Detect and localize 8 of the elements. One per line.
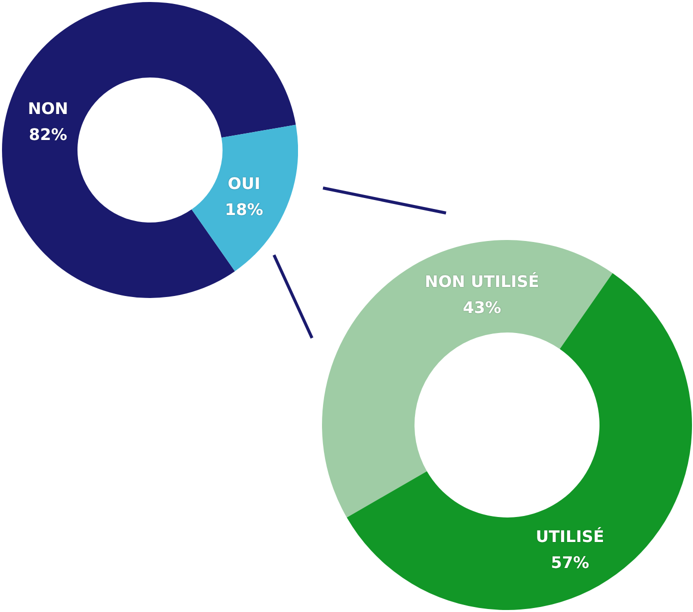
data-label: 82%	[28, 125, 68, 144]
data-label: 43%	[462, 298, 502, 318]
slice-label: UTILISÉ	[536, 527, 604, 546]
data-label: 18%	[224, 200, 264, 220]
data-label: 57%	[550, 553, 590, 572]
slice-label: NON	[28, 99, 68, 118]
slice-label: OUI	[228, 174, 260, 194]
slice-label: NON UTILISÉ	[424, 272, 540, 292]
